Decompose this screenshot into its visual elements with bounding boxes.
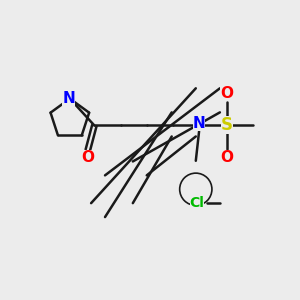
Text: O: O [220,86,233,101]
Text: N: N [193,116,206,131]
Text: O: O [220,150,233,165]
Text: S: S [221,116,233,134]
Text: O: O [81,150,94,165]
Text: Cl: Cl [190,196,204,210]
Text: N: N [62,91,75,106]
